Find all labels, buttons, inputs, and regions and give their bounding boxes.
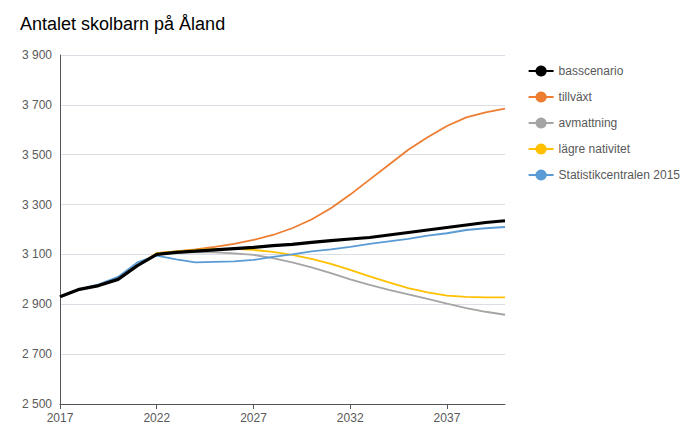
svg-text:3 900: 3 900	[22, 48, 52, 62]
svg-text:3 100: 3 100	[22, 247, 52, 261]
svg-text:3 300: 3 300	[22, 198, 52, 212]
svg-text:Antalet skolbarn på Åland: Antalet skolbarn på Åland	[20, 14, 225, 34]
svg-text:3 700: 3 700	[22, 98, 52, 112]
svg-text:basscenario: basscenario	[559, 64, 624, 78]
svg-text:2 700: 2 700	[22, 347, 52, 361]
svg-text:2017: 2017	[47, 411, 74, 425]
svg-text:2 900: 2 900	[22, 297, 52, 311]
svg-text:Statistikcentralen 2015: Statistikcentralen 2015	[559, 168, 681, 182]
svg-text:lägre nativitet: lägre nativitet	[559, 142, 631, 156]
svg-text:2027: 2027	[240, 411, 267, 425]
svg-text:avmattning: avmattning	[559, 116, 618, 130]
svg-text:2 500: 2 500	[22, 397, 52, 411]
svg-text:2037: 2037	[434, 411, 461, 425]
svg-text:tillväxt: tillväxt	[559, 90, 593, 104]
svg-text:3 500: 3 500	[22, 148, 52, 162]
svg-text:2032: 2032	[337, 411, 364, 425]
svg-text:2022: 2022	[143, 411, 170, 425]
